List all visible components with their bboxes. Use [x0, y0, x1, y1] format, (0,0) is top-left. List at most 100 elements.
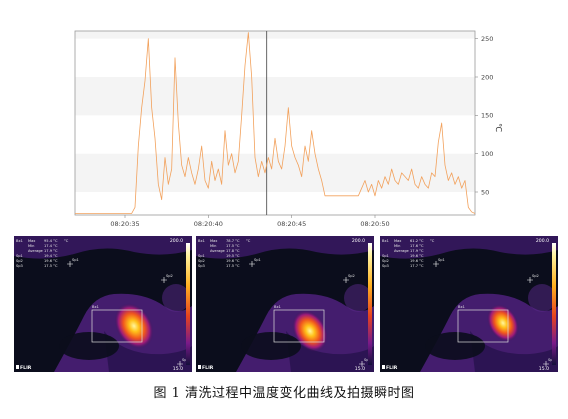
unit-label: °C	[246, 239, 251, 243]
scale-max-label: 200.0	[352, 238, 365, 244]
colour-scale-bar	[186, 243, 190, 365]
marker-label-sp3: Sp3	[548, 358, 555, 362]
x-tick-label: 08:20:35	[110, 220, 139, 228]
scale-max-label: 200.0	[170, 238, 183, 244]
x-tick-label: 08:20:40	[194, 220, 223, 228]
flir-logo-mark	[382, 365, 385, 369]
grid-band	[75, 31, 475, 39]
grid-band	[75, 192, 475, 215]
marker-label-sp1: Sp1	[72, 258, 79, 262]
marker-label-bx1: Bx1	[274, 305, 281, 309]
readout-cell: 17.5 °C	[226, 244, 240, 248]
readout-cell: Sp1	[382, 254, 389, 258]
readout-cell: 17.9 °C	[410, 249, 424, 253]
thermal-region-low	[470, 331, 558, 372]
readout-cell: 17.8 °C	[226, 249, 240, 253]
readout-cell: Min	[210, 244, 216, 248]
thermal-region-right	[528, 284, 556, 312]
colour-scale-bar	[552, 243, 556, 365]
readout-cell: 78.7 °C	[226, 239, 240, 243]
readout-cell: 17.6 °C	[410, 244, 424, 248]
readout-cell: 17.5 °C	[44, 264, 58, 268]
readout-cell: Average	[394, 249, 410, 253]
marker-label-sp3: Sp3	[364, 358, 371, 362]
chart-grid-bands	[75, 31, 475, 215]
marker-label-sp2: Sp2	[532, 274, 539, 278]
figure-caption: 图 1 清洗过程中温度变化曲线及拍摄瞬时图	[153, 386, 415, 401]
y-tick-label: 150	[481, 112, 493, 120]
thermal-region-top	[380, 236, 558, 259]
marker-label-sp1: Sp1	[254, 258, 261, 262]
readout-cell: Max	[394, 239, 402, 243]
readout-cell: 17.7 °C	[410, 264, 424, 268]
measurement-box-bx1	[273, 309, 325, 343]
thermal-region-dark	[241, 332, 301, 360]
series-line-temperature	[75, 32, 476, 214]
y-axis-ticks: 50 100 150 200 250	[475, 35, 493, 196]
hotspot	[114, 303, 154, 349]
flir-logo: FLIR	[386, 365, 398, 371]
marker-label-sp2: Sp2	[348, 274, 355, 278]
y-tick-label: 200	[481, 73, 493, 81]
thermal-image-1: Bx1 Sp1 Sp2 Sp3 Bx1 Max 95.4 °C Min 17.4 °C Avera…	[14, 236, 192, 372]
grid-band	[75, 153, 475, 192]
marker-label-sp1: Sp1	[438, 258, 445, 262]
hotspot	[292, 310, 328, 352]
thermal-region-low	[286, 331, 374, 372]
readout-cell: Bx1	[198, 239, 205, 243]
readout-cell: Min	[28, 244, 34, 248]
x-axis-ticks: 08:20:35 08:20:40 08:20:45 08:20:50	[110, 215, 390, 228]
thermal-region-right	[162, 284, 190, 312]
readout-cell: 19.4 °C	[44, 254, 58, 258]
readout-cell: 19.6 °C	[410, 254, 424, 258]
x-tick-label: 08:20:45	[277, 220, 306, 228]
readout-cell: Min	[394, 244, 400, 248]
readout-cell: Bx1	[16, 239, 23, 243]
scale-min-label: 15.0	[355, 366, 365, 372]
flir-logo: FLIR	[20, 365, 32, 371]
readout-cell: Max	[28, 239, 36, 243]
grid-band	[75, 77, 475, 116]
spot-crosshair-sp2	[527, 277, 533, 283]
readout-cell: Average	[28, 249, 44, 253]
marker-label-sp3: Sp3	[182, 358, 189, 362]
readout-cell: 17.4 °C	[44, 244, 58, 248]
marker-label-sp2: Sp2	[166, 274, 173, 278]
spot-crosshair-sp1	[433, 261, 439, 267]
grid-band	[75, 38, 475, 77]
unit-label: °C	[430, 239, 435, 243]
readout-cell: 17.9 °C	[44, 249, 58, 253]
readout-cell: Average	[210, 249, 226, 253]
y-tick-label: 100	[481, 150, 493, 158]
y-tick-label: 50	[481, 188, 489, 196]
unit-label: °C	[64, 239, 69, 243]
thermal-image-strip: Bx1 Sp1 Sp2 Sp3 Bx1 Max 95.4 °C Min 17.4 °C Avera…	[14, 236, 558, 372]
flir-logo-mark	[198, 365, 201, 369]
grid-band	[75, 115, 475, 154]
measurement-box-bx1	[457, 309, 509, 343]
readout-cell: Sp3	[16, 264, 23, 268]
readout-cell: Sp1	[198, 254, 205, 258]
spot-crosshair-sp2	[343, 277, 349, 283]
spot-crosshair-sp2	[161, 277, 167, 283]
readout-cell: 19.6 °C	[44, 259, 58, 263]
thermal-image-3: Bx1 Sp1 Sp2 Sp3 Bx1 Max 61.2 °C Min 17.6 °C Avera…	[380, 236, 558, 372]
readout-cell: Sp1	[16, 254, 23, 258]
readout-cell: Bx1	[382, 239, 389, 243]
thermal-region-top	[196, 236, 374, 259]
readout-cell: 61.2 °C	[410, 239, 424, 243]
thermal-image-2: Bx1 Sp1 Sp2 Sp3 Bx1 Max 78.7 °C Min 17.5 °C Avera…	[196, 236, 374, 372]
spot-crosshair-sp3	[543, 361, 549, 367]
readout-cell: 17.5 °C	[226, 264, 240, 268]
readout-cell: Sp2	[198, 259, 205, 263]
scale-max-label: 200.0	[536, 238, 549, 244]
plot-frame	[74, 30, 476, 216]
flir-logo: FLIR	[202, 365, 214, 371]
readout-cell: Sp2	[16, 259, 23, 263]
scale-min-label: 15.0	[173, 366, 183, 372]
readout-cell: 19.6 °C	[410, 259, 424, 263]
